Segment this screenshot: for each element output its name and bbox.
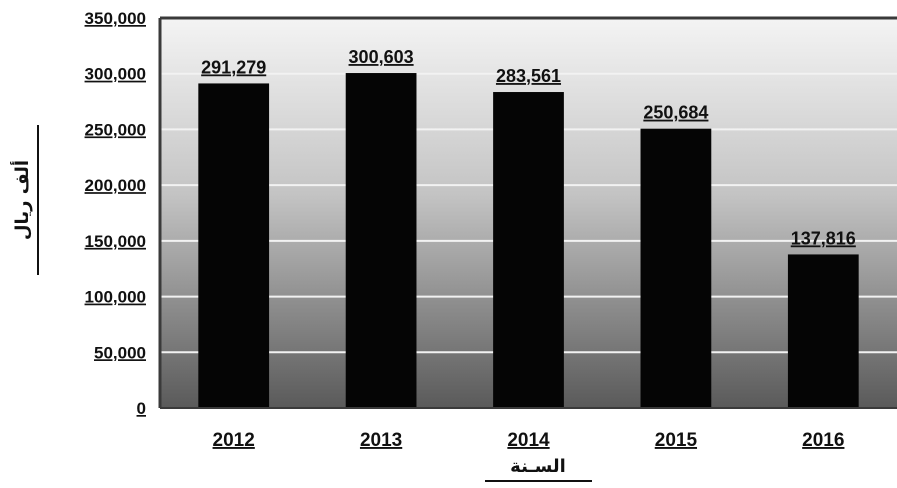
data-label: 137,816: [791, 228, 856, 248]
data-label: 300,603: [349, 47, 414, 67]
bar: [493, 92, 564, 408]
y-tick-label: 100,000: [85, 288, 146, 307]
y-axis-title: ألف ريال: [10, 125, 39, 275]
x-tick-label: 2016: [802, 430, 844, 451]
x-tick-label: 2013: [360, 430, 402, 451]
y-tick-label: 350,000: [85, 9, 146, 28]
bar: [345, 73, 417, 409]
y-axis-title-text: ألف ريال: [10, 160, 33, 240]
y-tick-label: 200,000: [85, 176, 146, 195]
x-axis-title: السـنة: [485, 456, 592, 482]
y-axis-ticks: 0 50,000 100,000 150,000 200,000 250,000 300,0…: [85, 9, 146, 418]
x-axis-ticks: 2012 2013 2014 2015 2016: [213, 430, 845, 451]
y-tick-label: 0: [137, 399, 146, 418]
bars: [198, 73, 859, 409]
value-labels: 291,279 300,603 283,561 250,684 137,816: [201, 47, 856, 248]
y-tick-label: 250,000: [85, 120, 146, 139]
x-tick-label: 2015: [655, 430, 698, 451]
y-tick-label: 300,000: [85, 65, 146, 84]
bar: [787, 254, 859, 408]
data-label: 283,561: [496, 66, 561, 86]
bar: [198, 83, 270, 408]
y-tick-label: 50,000: [94, 343, 146, 362]
x-axis-title-text: السـنة: [510, 456, 566, 477]
y-tick-label: 150,000: [85, 232, 146, 251]
data-label: 291,279: [201, 57, 266, 77]
x-tick-label: 2014: [507, 430, 550, 451]
bar: [640, 128, 712, 409]
data-label: 250,684: [643, 103, 708, 123]
x-tick-label: 2012: [213, 430, 255, 451]
